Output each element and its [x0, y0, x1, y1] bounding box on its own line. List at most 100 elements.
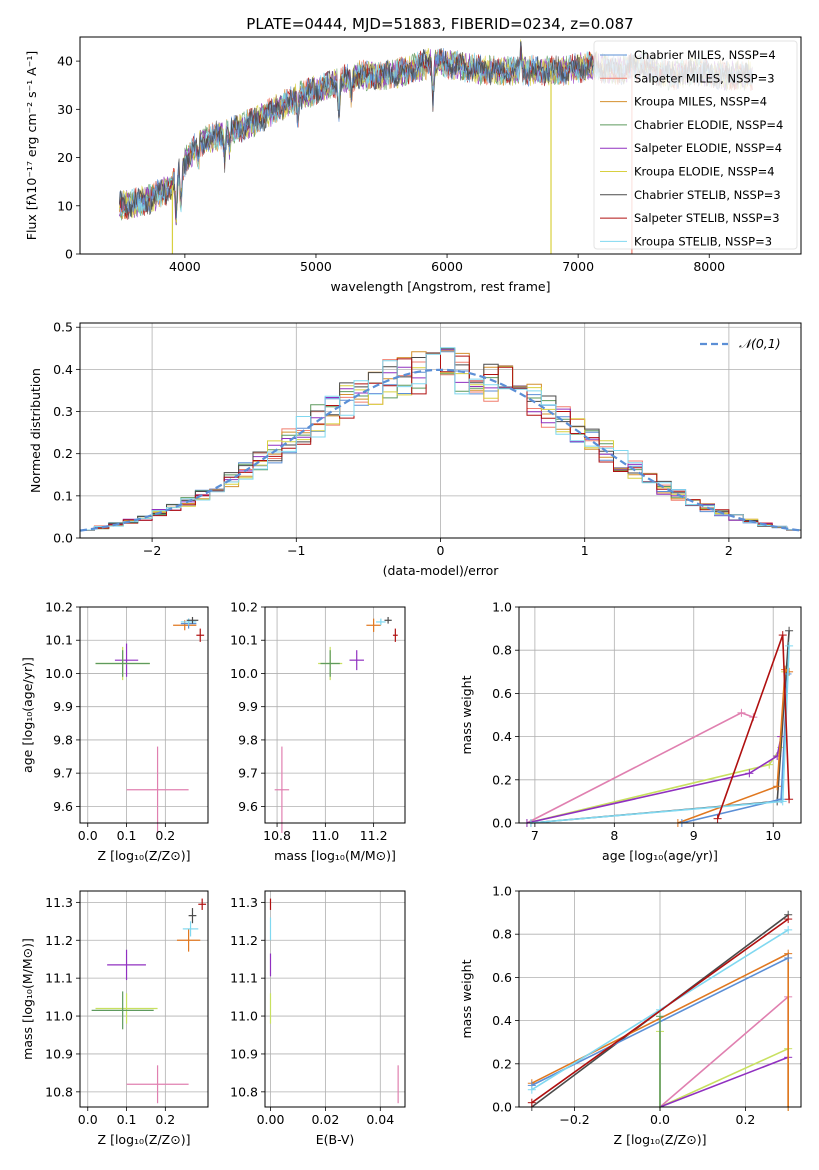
weight_vs_age-frame	[518, 606, 802, 824]
x-tick-label: 11.0	[311, 828, 339, 843]
chart-age_vs_Z: 0.0 0.1 0.2 9.6 9.7 9.8 9.9 10.0 10.1 10.2 Z [log₁…	[20, 600, 209, 863]
normal-curve	[79, 368, 802, 532]
data-point	[196, 628, 205, 642]
weight-line-cmiles	[681, 673, 789, 824]
y-tick-label: 0.3	[53, 404, 73, 419]
x-tick-label: 0.0	[650, 1112, 670, 1127]
age_vs_Z-frame	[79, 606, 209, 824]
y-tick-label: 9.7	[53, 766, 73, 781]
y-tick-label: 0.0	[492, 1100, 512, 1115]
data-point	[107, 949, 146, 981]
age_vs_mass-frame	[264, 606, 406, 824]
age_vs_Z-grid	[80, 606, 208, 823]
x-tick-label: −1	[287, 543, 305, 558]
weight_vs_age-xlabel: age [log₁₀(age/yr)]	[602, 848, 718, 863]
data-point	[91, 991, 154, 1030]
mass_vs_ebv-frame	[264, 890, 406, 1108]
y-tick-label: 10.9	[45, 1046, 73, 1061]
y-tick-label: 0.2	[492, 1056, 512, 1071]
y-tick-label: 40	[57, 54, 73, 69]
y-tick-label: 10.8	[45, 1084, 73, 1099]
data-point	[126, 746, 189, 833]
data-point	[349, 650, 364, 671]
data-point	[182, 921, 199, 937]
y-tick-label: 11.1	[45, 971, 73, 986]
y-tick-label: 9.9	[238, 699, 258, 714]
data-point	[376, 618, 386, 626]
residuals-legend: 𝒩(0,1)	[700, 336, 781, 351]
legend-box	[593, 40, 798, 250]
x-tick-label: 0.1	[117, 828, 137, 843]
x-tick-label: 9	[690, 828, 698, 843]
data-point	[198, 898, 207, 910]
x-tick-label: 0.2	[736, 1112, 756, 1127]
mass_vs_Z-frame	[79, 890, 209, 1108]
chart-mass_vs_ebv: 0.00 0.02 0.04 10.8 10.9 11.0 11.1 11.2 11.3 E(B-…	[230, 890, 406, 1147]
spectrum-frame	[79, 36, 802, 255]
x-tick-label: 0.0	[78, 1112, 98, 1127]
x-tick-label: 0.04	[366, 1112, 394, 1127]
age_vs_mass-grid	[265, 606, 405, 823]
data-point	[274, 746, 290, 833]
x-tick-label: 4000	[169, 259, 201, 274]
y-tick-label: 0.0	[53, 531, 73, 546]
y-tick-label: 9.9	[53, 699, 73, 714]
x-tick-label: −0.2	[559, 1112, 589, 1127]
mass_vs_Z-grid	[80, 891, 208, 1107]
chart-spectrum: 4000 5000 6000 7000 8000 0 10 20 30 40 wavelength …	[24, 36, 802, 294]
residuals-xlabel: (data-model)/error	[383, 563, 500, 578]
y-tick-label: 10.9	[230, 1046, 258, 1061]
legend-label: 𝒩(0,1)	[739, 336, 781, 351]
mass_vs_Z-xlabel: Z [log₁₀(Z/Z⊙)]	[98, 1132, 191, 1147]
data-point	[188, 908, 197, 924]
y-tick-label: 10.8	[230, 1084, 258, 1099]
histogram-kstelib	[80, 347, 801, 531]
y-tick-label: 1.0	[492, 884, 512, 899]
x-tick-label: 10	[765, 828, 781, 843]
x-tick-label: 8000	[693, 259, 725, 274]
figure-title: PLATE=0444, MJD=51883, FIBERID=0234, z=0…	[246, 15, 633, 33]
chart-weight_vs_age: 7 8 9 10 0.0 0.2 0.4 0.6 0.8 1.0 age [log₁₀(age/yr…	[459, 600, 802, 863]
x-tick-label: 0.00	[257, 1112, 285, 1127]
x-tick-label: 11.2	[360, 828, 388, 843]
weight-line-lime	[526, 671, 786, 824]
x-tick-label: 10.8	[263, 828, 291, 843]
data-point	[180, 618, 197, 626]
weight-line-selodie	[659, 1056, 789, 1108]
weight-line-orange	[677, 668, 790, 824]
x-tick-label: 8	[610, 828, 618, 843]
age_vs_Z-xlabel: Z [log₁₀(Z/Z⊙)]	[98, 848, 191, 863]
data-point	[320, 650, 340, 677]
x-tick-label: 5000	[300, 259, 332, 274]
y-tick-label: 0.8	[492, 643, 512, 658]
legend-label: Salpeter ELODIE, NSSP=4	[634, 141, 782, 155]
chart-weight_vs_Z: −0.2 0.0 0.2 0.0 0.2 0.4 0.6 0.8 1.0 Z [log₁₀(Z/Z…	[459, 884, 802, 1147]
x-tick-label: 7	[531, 828, 539, 843]
legend-label: Salpeter STELIB, NSSP=3	[634, 211, 780, 225]
y-tick-label: 0.6	[492, 686, 512, 701]
x-tick-label: −2	[143, 543, 161, 558]
y-tick-label: 0.4	[492, 729, 512, 744]
y-tick-label: 20	[57, 150, 73, 165]
legend-label: Salpeter MILES, NSSP=3	[634, 71, 775, 85]
y-tick-label: 9.6	[238, 799, 258, 814]
weight-line-lime	[659, 1031, 790, 1109]
weight_vs_age-ylabel: mass weight	[459, 675, 474, 754]
data-point	[392, 628, 398, 642]
x-tick-label: 0.0	[78, 828, 98, 843]
data-point	[384, 616, 392, 624]
y-tick-label: 11.2	[45, 933, 73, 948]
y-tick-label: 0.2	[492, 772, 512, 787]
legend-label: Kroupa MILES, NSSP=4	[634, 95, 767, 109]
y-tick-label: 0.5	[53, 320, 73, 335]
y-tick-label: 11.3	[45, 895, 73, 910]
data-point	[95, 650, 150, 677]
y-tick-label: 0.1	[53, 488, 73, 503]
x-tick-label: 0.1	[117, 1112, 137, 1127]
x-tick-label: 0.2	[155, 1112, 175, 1127]
y-tick-label: 10.1	[230, 633, 258, 648]
data-point	[126, 1065, 189, 1104]
y-tick-label: 11.3	[230, 895, 258, 910]
spectrum-legend: Chabrier MILES, NSSP=4 Salpeter MILES, NS…	[593, 40, 798, 250]
